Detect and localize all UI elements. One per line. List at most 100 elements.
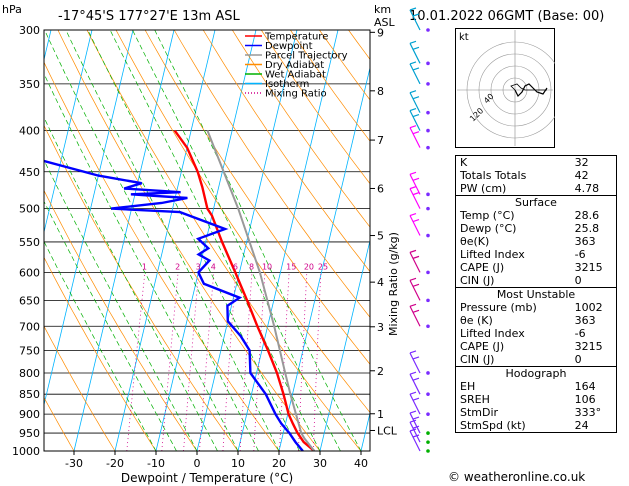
index-label: K [460, 156, 468, 169]
wind-barb-flag [412, 192, 420, 196]
index-row: K 32 [456, 156, 617, 170]
dry-adiabat [232, 30, 370, 228]
dry-adiabat [44, 256, 157, 451]
wind-barb-flag [409, 7, 417, 11]
plot-frame [43, 29, 371, 452]
wind-dot [426, 61, 430, 66]
index-value: 42 [574, 169, 589, 182]
wind-barb [409, 352, 421, 374]
index-value: 0 [574, 353, 582, 366]
index-value: -6 [574, 327, 586, 340]
index-label: Dewp (°C) [460, 222, 517, 235]
mixing-ratio-line [199, 272, 215, 451]
wind-barb [409, 110, 421, 131]
wind-barb-flag [412, 434, 420, 438]
index-row: CIN (J) 0 [456, 353, 617, 367]
parcel-trajectory-line [206, 130, 316, 451]
wet-adiabat [44, 116, 218, 451]
index-label: θe(K) [460, 235, 490, 248]
wet-adiabat [132, 30, 341, 451]
copyright-footer[interactable]: © weatheronline.co.uk [448, 470, 586, 484]
temperature-tick-label: -10 [147, 457, 165, 470]
km-tick-label: 8 [377, 85, 384, 98]
mixing-ratio-tick: 25 [318, 262, 328, 271]
wind-dot [426, 192, 430, 197]
hpa-label: hPa [2, 3, 22, 16]
section-title: Surface [515, 196, 557, 209]
dry-adiabat [44, 61, 280, 451]
index-label: CIN (J) [460, 274, 495, 287]
wind-dot [426, 145, 430, 150]
wind-dot [426, 449, 430, 453]
basic-indices: K 32 Totals Totals 42 PW (cm) 4.78 [455, 155, 617, 196]
legend-label: Dewpoint [265, 41, 313, 52]
index-label: Temp (°C) [460, 209, 515, 222]
isotherm [44, 30, 93, 234]
index-value: 333° [574, 406, 602, 419]
mixing-ratio-tick: 1 [142, 262, 147, 271]
km-tick-label: LCL [377, 424, 398, 437]
index-value: 164 [574, 380, 596, 393]
wind-barb-flag [412, 46, 420, 50]
pressure-tick-label: 400 [19, 125, 40, 138]
wind-dot [426, 431, 430, 435]
wind-dot [426, 206, 430, 211]
wind-barb-flag [412, 177, 420, 181]
dry-adiabat [202, 30, 370, 273]
km-tick-label: 2 [377, 365, 384, 378]
index-value: 32 [574, 156, 589, 169]
isotherm [319, 238, 370, 451]
km-tick-label: 1 [377, 408, 384, 421]
wind-barb [409, 188, 421, 209]
index-row: Lifted Index -6 [456, 248, 617, 261]
dry-adiabat [44, 189, 198, 451]
wind-dot [426, 110, 430, 115]
asl-label: ASL [374, 16, 396, 29]
isotherm [196, 30, 298, 451]
wind-barb-flag [409, 40, 417, 44]
index-value: 3215 [574, 261, 603, 274]
isotherm [44, 30, 134, 407]
index-row: Dewp (°C) 25.8 [456, 222, 617, 235]
index-label: EH [460, 380, 476, 393]
wind-barb-flag [412, 218, 420, 223]
pressure-tick-label: 500 [19, 203, 40, 216]
wind-barb [409, 373, 421, 395]
wind-barb-flag [409, 428, 417, 432]
index-value: 363 [574, 235, 596, 248]
index-label: Lifted Index [460, 248, 525, 261]
index-row: SREH 106 [456, 393, 617, 406]
hodograph-indices: Hodograph EH 164 SREH 106 StmDir 333° StmSp… [455, 366, 617, 433]
index-row: Temp (°C) 28.6 [456, 209, 617, 222]
hodograph-unit-label: kt [459, 32, 469, 43]
wind-barb-flag [412, 283, 420, 287]
index-row: Pressure (mb) 1002 [456, 301, 617, 314]
wind-barb-flag [409, 277, 417, 281]
wind-dot [426, 440, 430, 444]
legend-label: Wet Adiabat [265, 70, 326, 81]
wet-adiabat [44, 200, 177, 451]
pressure-tick-label: 850 [19, 388, 40, 401]
wind-barb-flag [409, 212, 417, 217]
km-label: km [374, 3, 391, 16]
index-label: StmSpd (kt) [460, 419, 526, 432]
dry-adiabat [44, 396, 75, 451]
wind-barb-flag [412, 416, 420, 420]
isotherm [114, 30, 216, 451]
index-value: 3215 [574, 340, 603, 353]
mixing-ratio-line [253, 272, 266, 451]
index-label: CIN (J) [460, 353, 495, 366]
wind-barb-flag [412, 114, 420, 118]
location-title: -17°45'S 177°27'E 13m ASL [58, 9, 240, 24]
pressure-tick-label: 750 [19, 344, 40, 357]
hodograph: kt 40 120 [455, 28, 555, 148]
wind-dot [426, 28, 430, 32]
wind-barb [409, 430, 421, 452]
index-row: θe(K) 363 [456, 235, 617, 248]
temperature-tick-label: 20 [272, 457, 286, 470]
index-value: 1002 [574, 301, 603, 314]
wind-barb [409, 421, 421, 443]
dry-adiabat [44, 325, 116, 451]
km-tick-label: 5 [377, 230, 384, 243]
wind-barb-flag [409, 391, 417, 395]
